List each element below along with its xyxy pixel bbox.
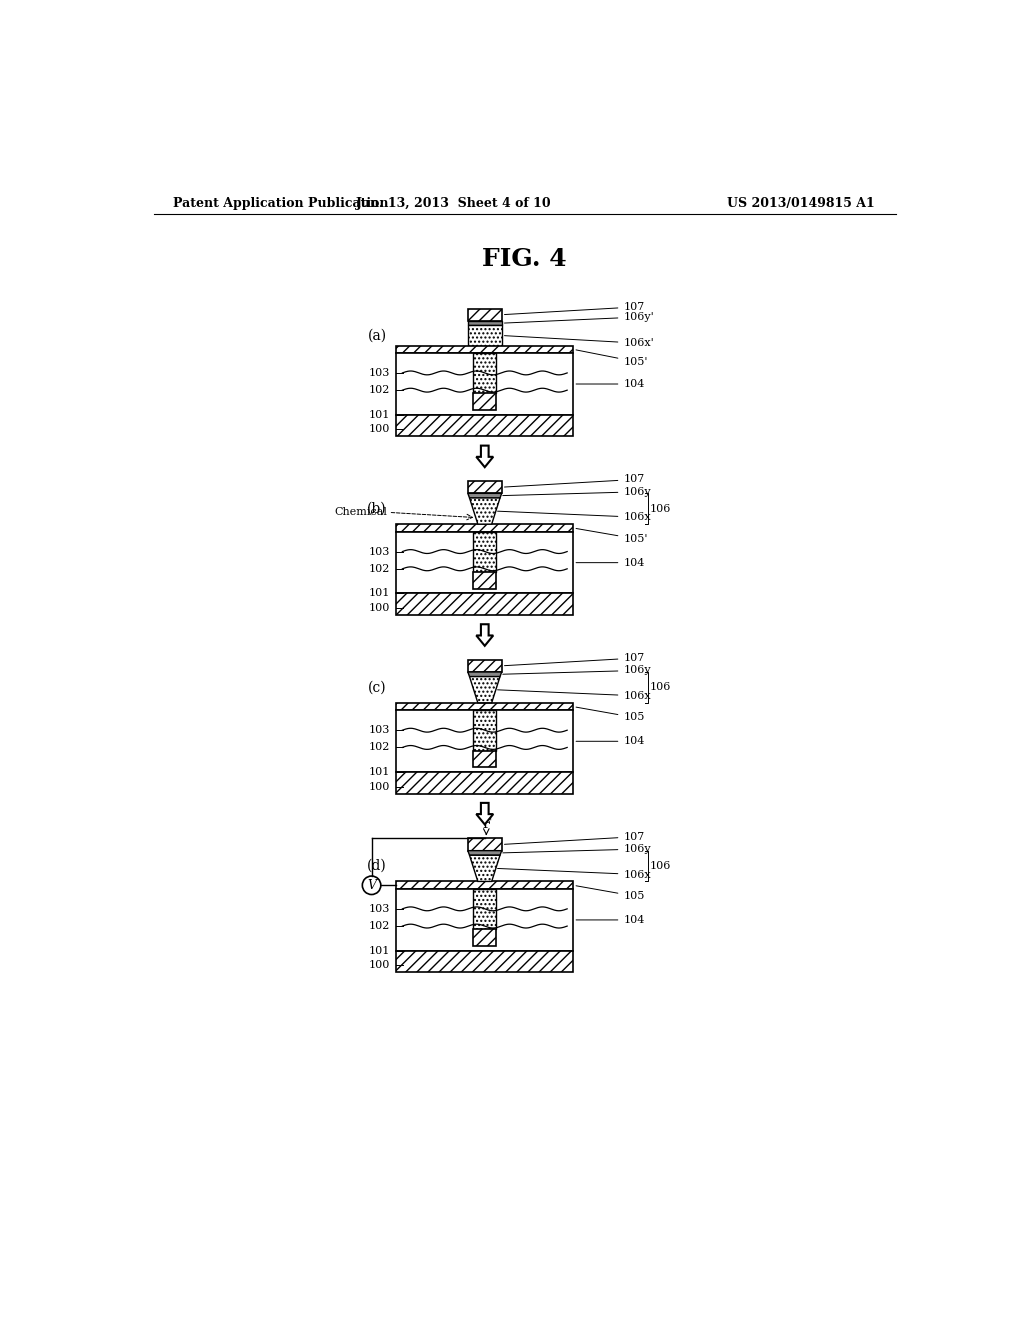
Bar	[396, 882, 573, 890]
Text: 106: 106	[649, 504, 671, 513]
Bar	[468, 660, 502, 672]
Text: 104: 104	[577, 737, 645, 746]
Text: 104: 104	[577, 379, 645, 389]
Text: 100: 100	[369, 961, 390, 970]
Text: 101: 101	[369, 409, 390, 420]
Bar	[473, 572, 497, 589]
Bar	[396, 532, 573, 594]
Text: 102: 102	[369, 564, 390, 574]
Bar	[396, 594, 573, 615]
Bar	[473, 751, 497, 767]
Polygon shape	[476, 624, 494, 645]
Text: 104: 104	[577, 915, 645, 925]
Bar	[468, 309, 502, 321]
Text: 107: 107	[505, 653, 645, 665]
Bar	[473, 354, 497, 393]
Text: 100: 100	[369, 781, 390, 792]
Bar	[396, 414, 573, 437]
Text: 105: 105	[577, 708, 645, 722]
Bar	[396, 950, 573, 973]
Bar	[473, 393, 497, 411]
Text: 105': 105'	[577, 350, 648, 367]
Polygon shape	[476, 446, 494, 467]
Text: 107: 107	[505, 474, 645, 487]
Text: (d): (d)	[368, 859, 387, 873]
Bar	[473, 929, 497, 946]
Text: 106x': 106x'	[505, 335, 654, 348]
Polygon shape	[476, 803, 494, 825]
Text: F: F	[482, 817, 490, 830]
Bar	[468, 838, 502, 850]
Polygon shape	[470, 855, 500, 882]
Text: 105': 105'	[577, 528, 648, 544]
Polygon shape	[470, 677, 500, 702]
Polygon shape	[470, 498, 500, 524]
Text: 106: 106	[649, 682, 671, 693]
Bar	[396, 524, 573, 532]
Bar	[473, 532, 497, 572]
Text: 103: 103	[369, 368, 390, 378]
Bar	[473, 890, 497, 929]
Text: Patent Application Publication: Patent Application Publication	[173, 197, 388, 210]
Polygon shape	[468, 494, 502, 498]
Text: 106y: 106y	[503, 487, 651, 496]
Text: 104: 104	[577, 557, 645, 568]
Text: US 2013/0149815 A1: US 2013/0149815 A1	[727, 197, 874, 210]
Text: 103: 103	[369, 546, 390, 557]
Text: 106: 106	[649, 861, 671, 871]
Text: 106x: 106x	[498, 690, 651, 701]
Text: 102: 102	[369, 385, 390, 395]
Text: 103: 103	[369, 725, 390, 735]
Text: FIG. 4: FIG. 4	[482, 247, 567, 271]
Text: Jun. 13, 2013  Sheet 4 of 10: Jun. 13, 2013 Sheet 4 of 10	[356, 197, 552, 210]
Text: V: V	[367, 879, 376, 892]
Polygon shape	[468, 672, 502, 677]
Bar	[468, 326, 502, 346]
Text: 107: 107	[505, 832, 645, 845]
Text: 101: 101	[369, 945, 390, 956]
Text: 102: 102	[369, 742, 390, 752]
Text: 103: 103	[369, 904, 390, 913]
Text: 107: 107	[505, 302, 645, 314]
Bar	[396, 346, 573, 354]
Text: (b): (b)	[368, 502, 387, 516]
Text: 101: 101	[369, 589, 390, 598]
Bar	[468, 321, 502, 326]
Text: (c): (c)	[369, 680, 387, 694]
Text: 106y: 106y	[503, 665, 651, 676]
Text: 105: 105	[577, 886, 645, 902]
Text: 106y': 106y'	[505, 312, 654, 323]
Text: 100: 100	[369, 603, 390, 612]
Polygon shape	[468, 850, 502, 855]
Text: 106x: 106x	[498, 511, 651, 523]
Text: (a): (a)	[368, 329, 387, 342]
Bar	[396, 354, 573, 414]
Bar	[396, 702, 573, 710]
Bar	[396, 772, 573, 793]
Bar	[396, 890, 573, 950]
Text: 106y: 106y	[503, 843, 651, 854]
Bar	[468, 480, 502, 494]
Text: Chemical: Chemical	[334, 507, 387, 517]
Bar	[396, 710, 573, 772]
Text: 100: 100	[369, 425, 390, 434]
Text: 106x: 106x	[498, 869, 651, 879]
Text: 102: 102	[369, 921, 390, 931]
Text: 101: 101	[369, 767, 390, 777]
Bar	[473, 710, 497, 751]
